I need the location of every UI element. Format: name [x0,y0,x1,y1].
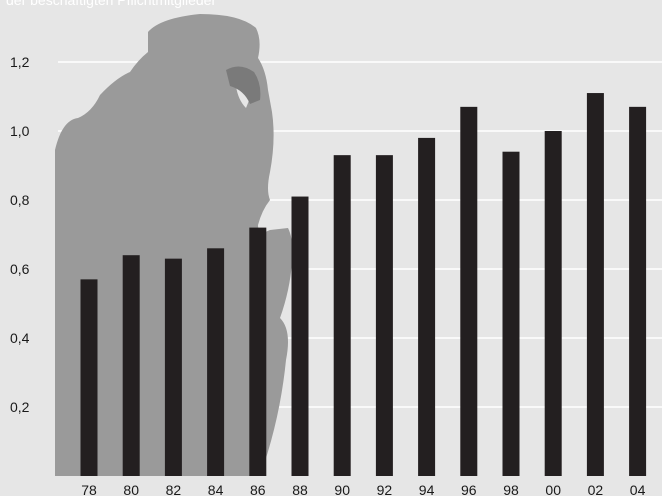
bar-98 [502,151,520,476]
x-tick-label: 98 [503,482,519,496]
bar-84 [207,248,225,476]
x-tick-label: 02 [588,482,604,496]
y-tick-labels: 0,2 0,4 0,6 0,8 1,0 1,2 [10,54,30,415]
bar-82 [164,258,182,476]
bar-02 [586,93,604,477]
y-tick-label: 0,8 [10,192,30,208]
y-tick-label: 1,2 [10,54,30,70]
x-tick-label: 90 [334,482,350,496]
bar-78 [80,279,98,476]
x-tick-label: 84 [208,482,224,496]
bar-96 [460,106,478,476]
bar-86 [249,227,267,476]
thinking-person-silhouette-icon [55,14,293,476]
y-tick-label: 0,4 [10,330,30,346]
chart-subtitle: der beschäftigten Pflichtmitglieder [6,0,217,8]
bar-88 [291,196,309,477]
x-tick-label: 04 [630,482,646,496]
x-tick-label: 88 [292,482,308,496]
x-tick-label: 82 [166,482,182,496]
x-tick-label: 94 [419,482,435,496]
silhouette-hand-shadow [226,66,261,104]
bar-80 [122,255,140,476]
x-tick-label: 92 [377,482,393,496]
y-tick-label: 0,6 [10,261,30,277]
bar-92 [375,155,393,476]
x-tick-label: 96 [461,482,477,496]
x-tick-label: 78 [81,482,97,496]
x-tick-label: 86 [250,482,266,496]
bar-00 [544,131,562,476]
x-tick-label: 80 [123,482,139,496]
y-tick-label: 1,0 [10,123,30,139]
x-tick-labels: 78 80 82 84 86 88 90 92 94 96 98 00 02 04 [81,482,645,496]
y-tick-label: 0,2 [10,399,30,415]
bar-94 [418,137,436,476]
bars [80,93,647,477]
bar-04 [629,106,647,476]
bar-90 [333,155,351,476]
x-tick-label: 00 [545,482,561,496]
